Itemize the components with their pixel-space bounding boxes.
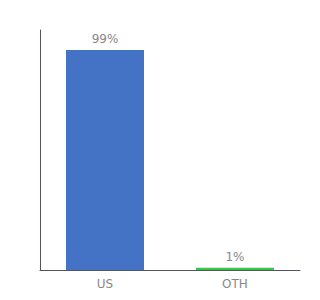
svg-text:99%: 99% <box>92 32 119 46</box>
svg-text:US: US <box>97 277 113 291</box>
svg-text:1%: 1% <box>225 250 244 264</box>
svg-text:OTH: OTH <box>222 277 248 291</box>
